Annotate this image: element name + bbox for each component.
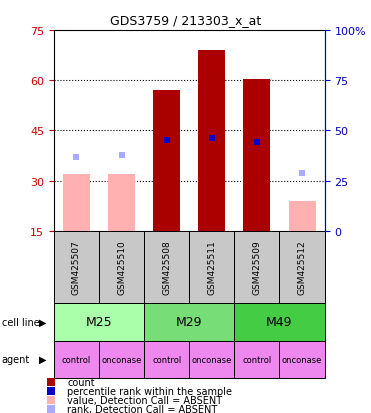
Bar (234, 231, 279, 304)
Text: GSM425512: GSM425512 (298, 240, 306, 294)
Text: GSM425510: GSM425510 (117, 240, 126, 295)
Text: control: control (242, 355, 272, 364)
Bar (144, 341, 189, 378)
Text: ▶: ▶ (39, 354, 46, 364)
Text: GSM425509: GSM425509 (252, 240, 262, 295)
Bar (144, 304, 234, 341)
Text: ▶: ▶ (39, 317, 46, 327)
Text: onconase: onconase (282, 355, 322, 364)
Text: control: control (152, 355, 181, 364)
Text: control: control (62, 355, 91, 364)
Bar (99, 231, 144, 304)
Text: GSM425511: GSM425511 (207, 240, 216, 295)
Text: GSM425507: GSM425507 (72, 240, 81, 295)
Bar (189, 231, 234, 304)
Bar (234, 341, 279, 378)
Bar (243, 79, 270, 231)
Bar (144, 231, 189, 304)
Bar (108, 175, 135, 231)
Bar (54, 231, 99, 304)
Bar (153, 91, 180, 231)
Bar (279, 341, 325, 378)
Text: onconase: onconase (101, 355, 142, 364)
Text: GSM425508: GSM425508 (162, 240, 171, 295)
Text: onconase: onconase (191, 355, 232, 364)
Text: M25: M25 (86, 316, 112, 329)
Bar (54, 304, 144, 341)
Bar (99, 341, 144, 378)
Bar (54, 341, 99, 378)
Text: percentile rank within the sample: percentile rank within the sample (68, 386, 232, 396)
Bar (279, 231, 325, 304)
Text: rank, Detection Call = ABSENT: rank, Detection Call = ABSENT (68, 404, 218, 413)
Text: agent: agent (2, 354, 30, 364)
Bar (198, 51, 225, 231)
Bar (234, 304, 325, 341)
Text: M49: M49 (266, 316, 293, 329)
Text: count: count (68, 377, 95, 387)
Bar (289, 201, 316, 231)
Bar (189, 341, 234, 378)
Text: M29: M29 (176, 316, 203, 329)
Bar (63, 175, 90, 231)
Text: cell line: cell line (2, 317, 40, 327)
Text: value, Detection Call = ABSENT: value, Detection Call = ABSENT (68, 395, 223, 405)
Text: GDS3759 / 213303_x_at: GDS3759 / 213303_x_at (110, 14, 261, 27)
